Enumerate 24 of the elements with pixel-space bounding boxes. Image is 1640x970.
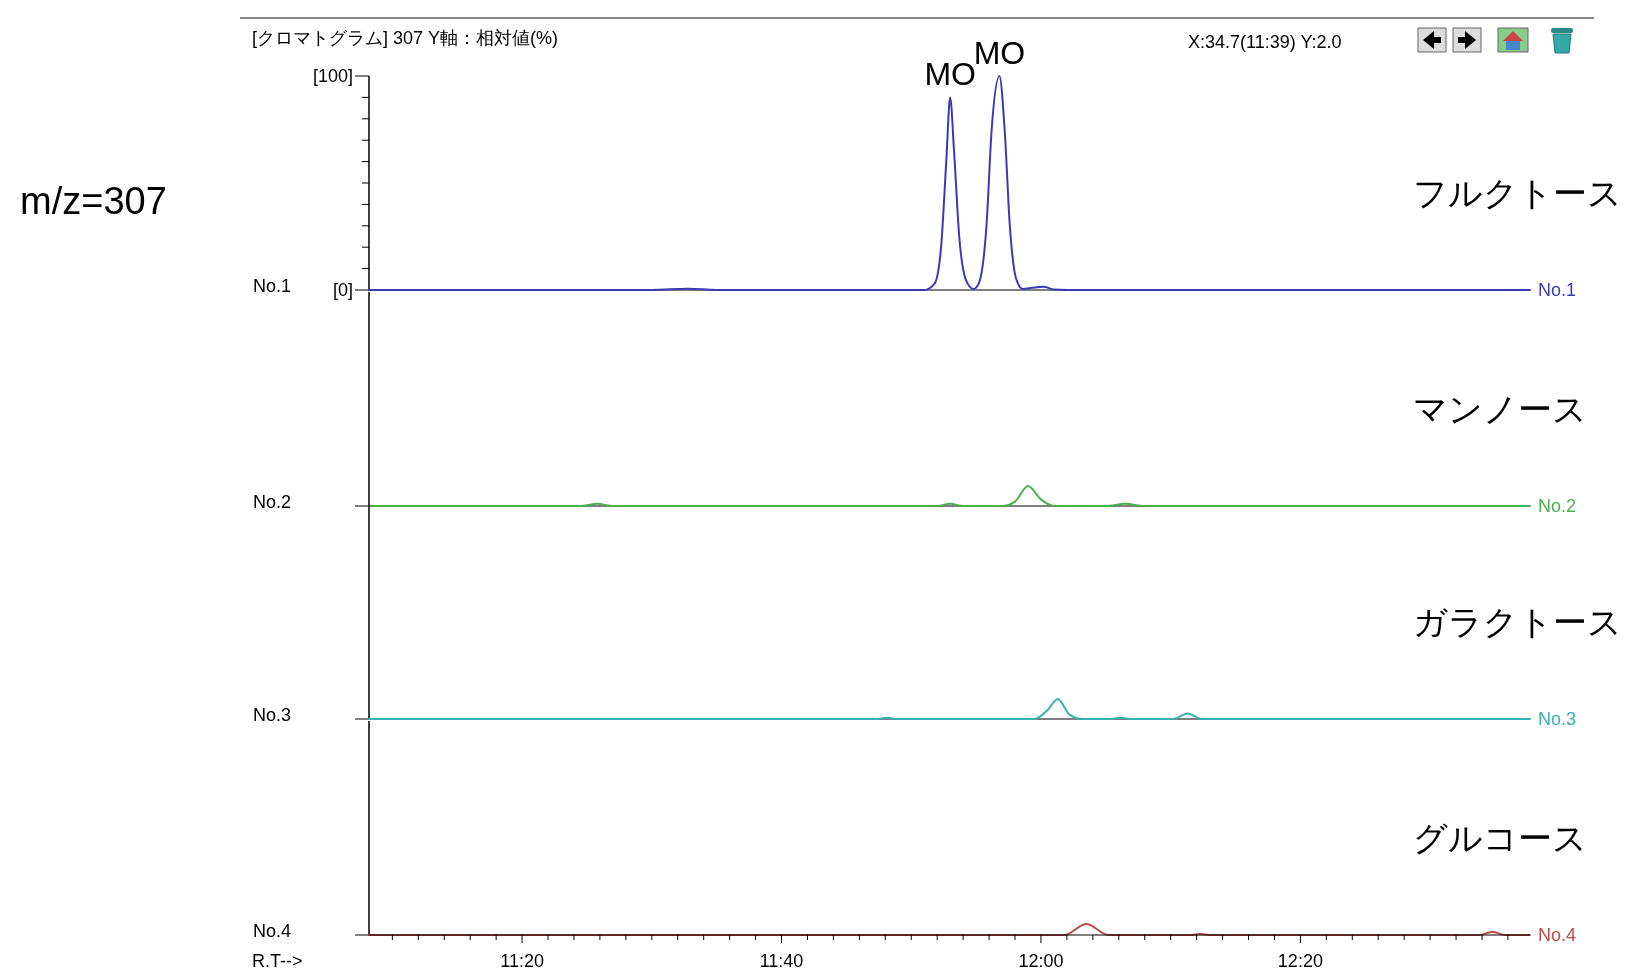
- chart-title: グルコース: [1413, 819, 1587, 857]
- y-tick-label: [0]: [332, 280, 353, 300]
- series-label: No.1: [1538, 280, 1577, 300]
- text: m/z=307: [20, 180, 167, 222]
- y-axis-title: No.4: [253, 921, 292, 941]
- annotation: MO: [924, 56, 976, 93]
- y-tick-label: [100]: [312, 66, 353, 86]
- text: フルクトース: [1413, 174, 1622, 212]
- series-label: No.3: [1538, 709, 1577, 729]
- annotation: MO: [973, 35, 1026, 71]
- chart-title: ガラクトース: [1413, 603, 1622, 641]
- chart-title: マンノース: [1413, 390, 1587, 428]
- text: [クロマトグラム] 307 Y軸：相対値(%): [252, 28, 559, 48]
- y-axis-title: No.1: [253, 276, 292, 296]
- text: X:34.7(11:39) Y:2.0: [1188, 32, 1342, 52]
- x-tick-label: 12:00: [1018, 951, 1064, 970]
- x-tick-label: 12:20: [1277, 951, 1323, 970]
- series-label: No.2: [1538, 496, 1577, 516]
- y-axis-title: No.3: [253, 705, 292, 725]
- series-label: No.4: [1538, 925, 1577, 945]
- x-tick-label: 11:40: [759, 951, 804, 970]
- x-axis-title: R.T-->: [252, 951, 303, 970]
- y-axis-title: No.2: [253, 492, 292, 512]
- x-tick-label: 11:20: [500, 951, 544, 970]
